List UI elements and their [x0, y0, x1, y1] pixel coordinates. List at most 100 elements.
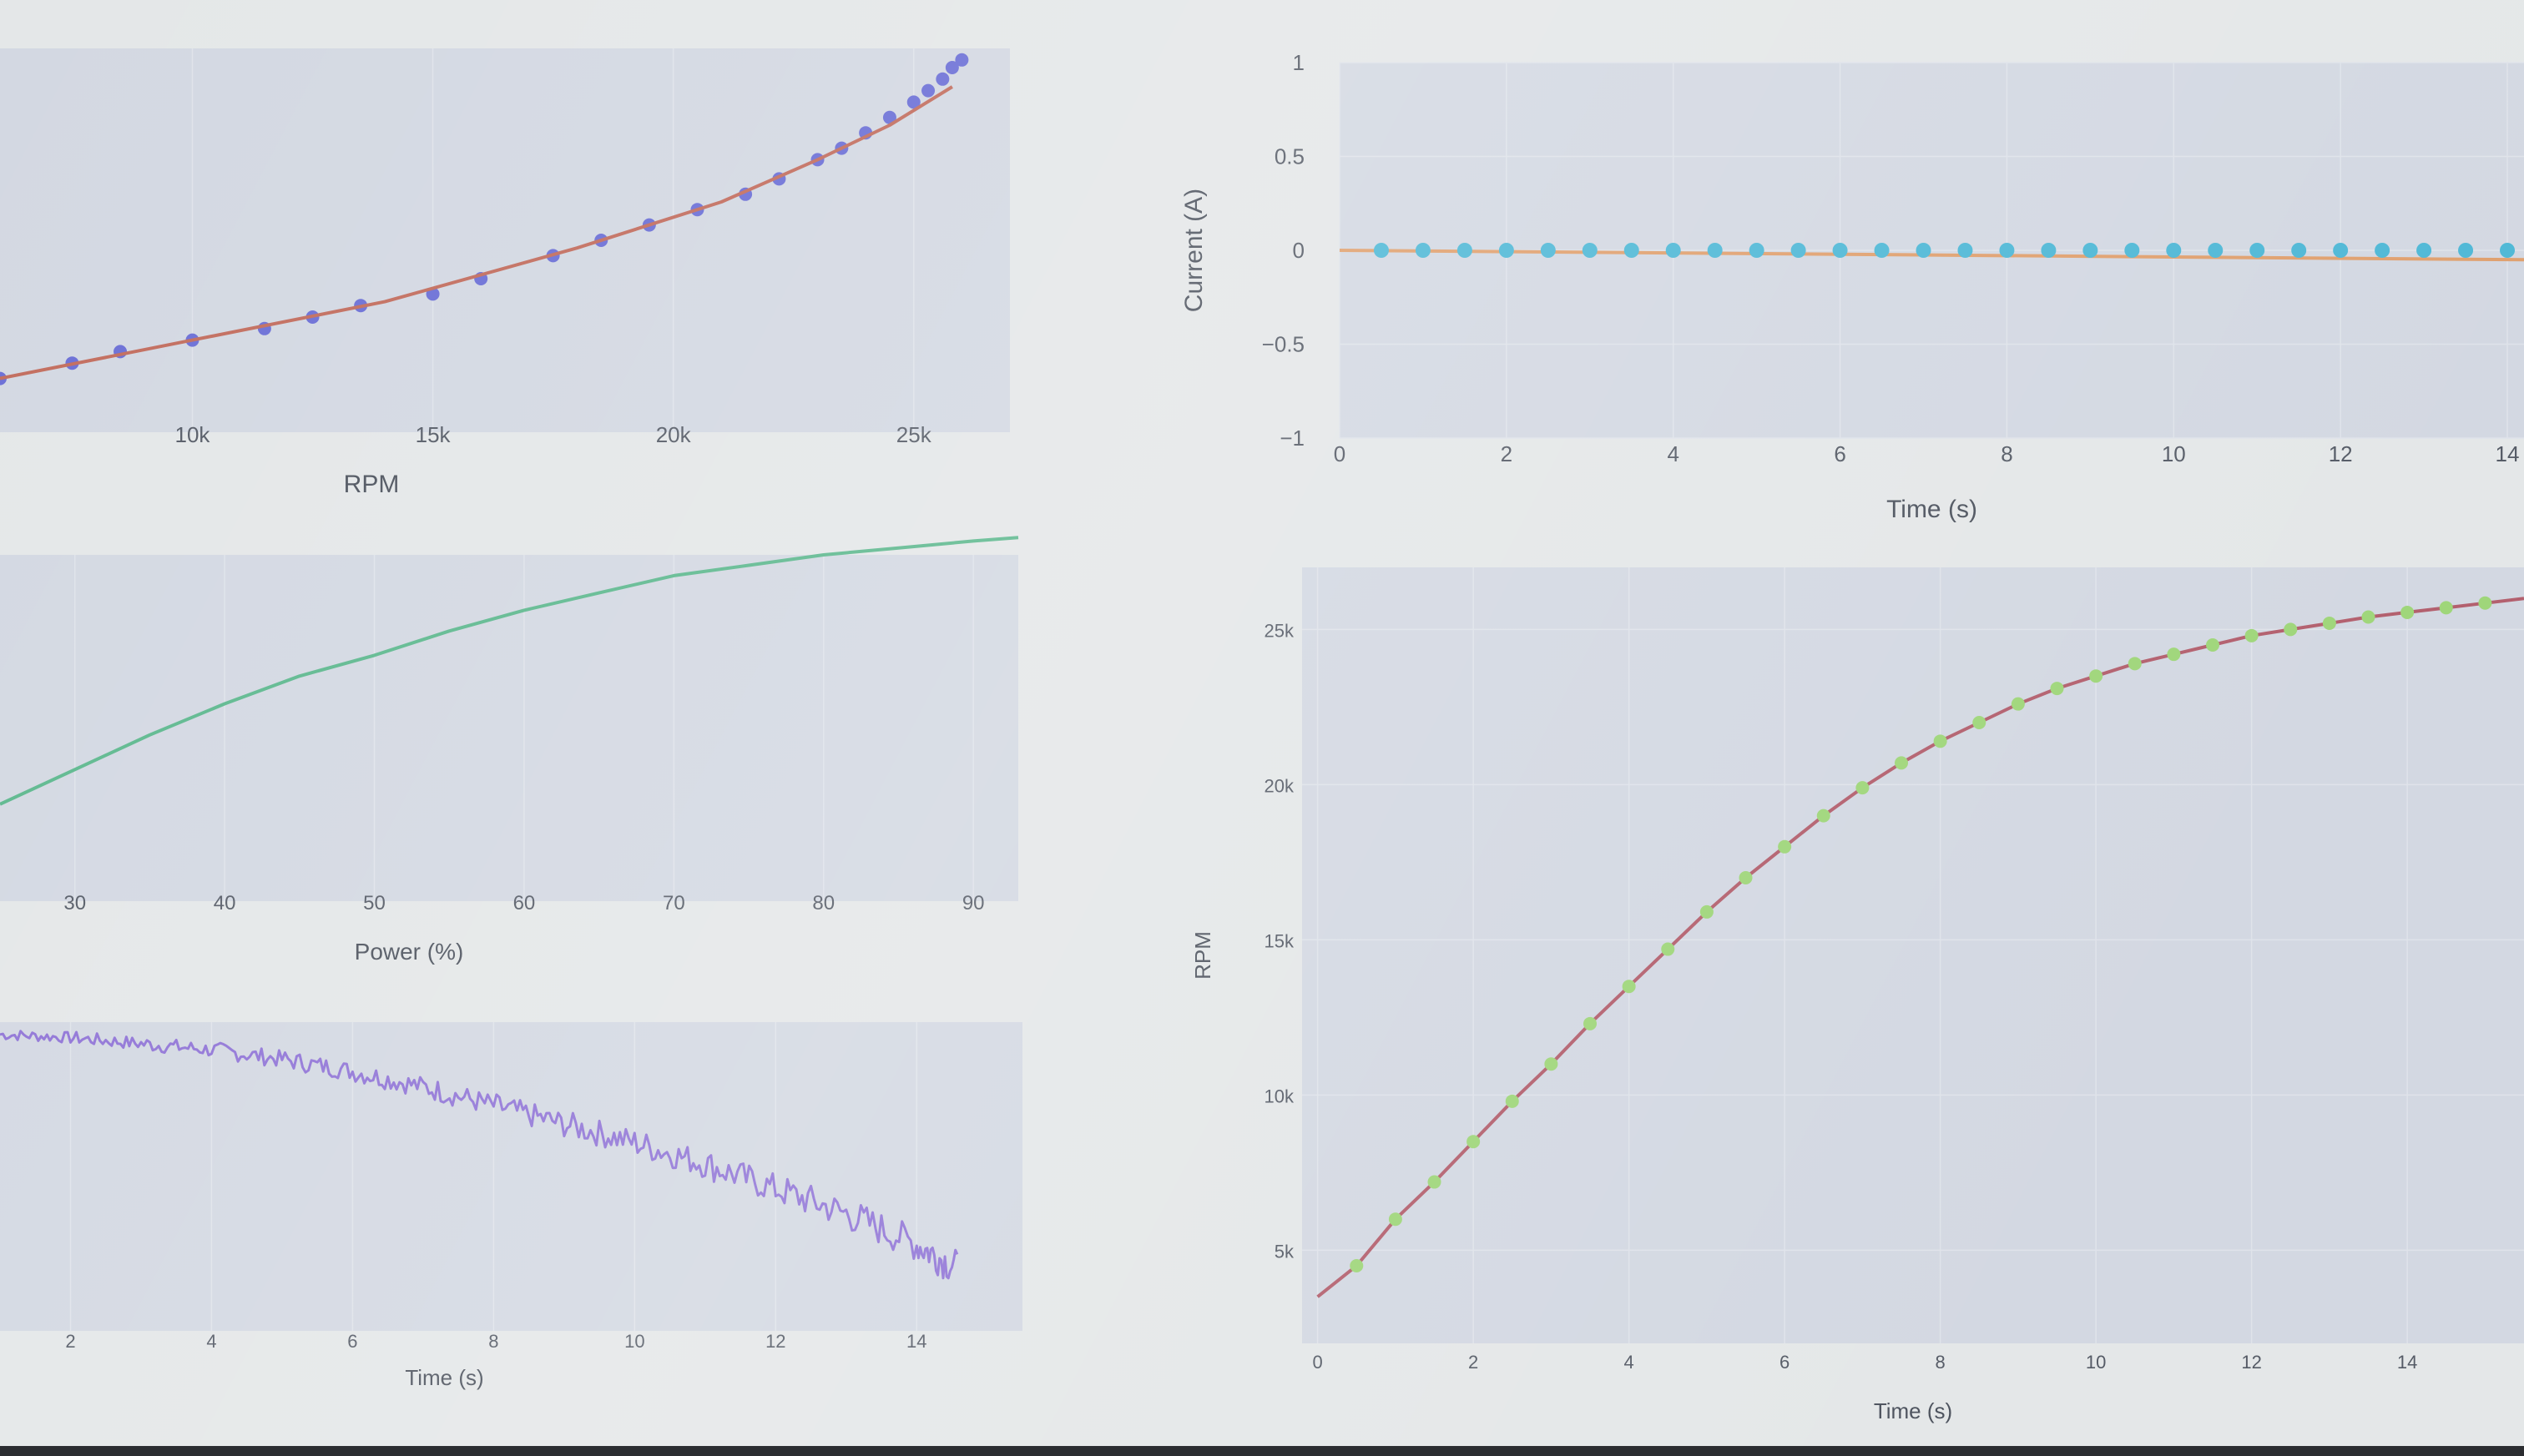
x-tick-label: 14 — [906, 1331, 926, 1352]
x-tick-label: 15k — [416, 422, 452, 447]
data-point — [1916, 243, 1931, 258]
y-tick-label: 0 — [1293, 238, 1305, 263]
data-point — [1583, 1016, 1598, 1030]
x-tick-label: 60 — [513, 892, 536, 914]
x-axis-title: Power (%) — [355, 939, 464, 965]
y-tick-label: 15k — [1265, 930, 1295, 951]
data-point — [1544, 1057, 1558, 1071]
data-point — [2206, 638, 2220, 652]
data-point — [1874, 243, 1890, 258]
x-tick-label: 4 — [1667, 441, 1678, 466]
x-tick-label: 10k — [175, 422, 211, 447]
data-point — [1622, 980, 1636, 994]
data-point — [1498, 243, 1514, 258]
data-point — [1749, 243, 1764, 258]
data-point — [2167, 647, 2181, 662]
data-point — [1456, 243, 1472, 258]
y-tick-label: −0.5 — [1262, 332, 1305, 357]
chart-4: 0 2 4 6 8 10 12 14 1 0.5 0 −0.5 −1 Time (s) Current (A… — [1180, 50, 2524, 523]
x-tick-label: 14 — [2496, 441, 2520, 466]
data-point — [2333, 243, 2349, 258]
data-point — [1665, 243, 1681, 258]
x-tick-label: 8 — [2001, 441, 2012, 466]
data-point — [1582, 243, 1598, 258]
x-tick-label: 4 — [1624, 1352, 1634, 1373]
data-point — [1790, 243, 1806, 258]
data-point — [2089, 669, 2103, 683]
x-tick-label: 20k — [656, 422, 692, 447]
data-point — [2244, 628, 2259, 642]
x-tick-label: 8 — [1936, 1352, 1946, 1373]
data-point — [2208, 243, 2224, 258]
x-tick-label: 12 — [2329, 441, 2353, 466]
x-tick-label: 25k — [896, 422, 932, 447]
data-point — [2166, 243, 2182, 258]
y-tick-label: 10k — [1265, 1086, 1295, 1106]
x-tick-label: 6 — [1779, 1352, 1790, 1373]
x-tick-label: 8 — [488, 1331, 498, 1352]
x-axis-title: Time (s) — [1874, 1398, 1952, 1423]
data-point — [2500, 243, 2516, 258]
x-tick-label: 10 — [2162, 441, 2186, 466]
chart-5: 0 2 4 6 8 10 12 14 25k 20k 15k 10k 5k Time (s) RPM — [1190, 567, 2524, 1423]
data-point — [2291, 243, 2307, 258]
x-tick-label: 0 — [1313, 1352, 1323, 1373]
x-tick-label: 10 — [624, 1331, 644, 1352]
data-point — [955, 53, 969, 67]
x-tick-label: 80 — [812, 892, 835, 914]
data-point — [1373, 243, 1389, 258]
plot-area — [1302, 567, 2524, 1343]
data-point — [936, 72, 950, 86]
data-point — [2050, 682, 2064, 696]
y-tick-label: −1 — [1280, 426, 1305, 451]
x-tick-label: 6 — [1834, 441, 1845, 466]
data-point — [1350, 1259, 1364, 1272]
y-tick-label: 0.5 — [1275, 144, 1305, 169]
data-point — [2416, 243, 2432, 258]
data-point — [2322, 616, 2336, 630]
x-tick-label: 40 — [214, 892, 236, 914]
x-tick-label: 2 — [1468, 1352, 1478, 1373]
x-axis-title: RPM — [344, 471, 400, 498]
data-point — [2082, 243, 2098, 258]
data-point — [1415, 243, 1431, 258]
x-axis-title: Time (s) — [405, 1365, 483, 1390]
y-tick-label: 1 — [1293, 50, 1305, 75]
x-axis-title: Time (s) — [1886, 496, 1977, 523]
data-point — [1699, 904, 1714, 919]
data-point — [2041, 243, 2057, 258]
x-tick-label: 12 — [765, 1331, 785, 1352]
data-point — [2128, 657, 2142, 671]
data-point — [1661, 942, 1675, 956]
y-tick-label: 5k — [1275, 1241, 1295, 1262]
data-point — [2361, 610, 2375, 624]
x-tick-label: 14 — [2397, 1352, 2417, 1373]
x-tick-label: 2 — [1501, 441, 1512, 466]
x-tick-label: 4 — [206, 1331, 216, 1352]
data-point — [1933, 734, 1947, 748]
data-point — [1855, 781, 1870, 795]
x-tick-label: 6 — [347, 1331, 357, 1352]
screen-bottom-edge — [0, 1446, 2524, 1456]
data-point — [1957, 243, 1973, 258]
data-point — [1895, 756, 1909, 770]
plot-area — [0, 555, 1018, 901]
data-point — [2439, 601, 2453, 615]
data-point — [1623, 243, 1639, 258]
chart-1: 10k 15k 20k 25k RPM — [0, 48, 1010, 498]
y-axis-title: RPM — [1190, 931, 1215, 980]
data-point — [1427, 1175, 1441, 1189]
data-point — [1778, 839, 1792, 854]
data-point — [2284, 622, 2298, 637]
data-point — [1972, 716, 1986, 729]
data-point — [1540, 243, 1556, 258]
data-point — [2400, 605, 2415, 619]
x-tick-label: 2 — [65, 1331, 75, 1352]
data-point — [1999, 243, 2015, 258]
x-tick-label: 90 — [962, 892, 985, 914]
x-tick-label: 30 — [63, 892, 86, 914]
data-point — [921, 83, 936, 98]
data-point — [2011, 697, 2025, 711]
data-point — [2478, 596, 2492, 610]
